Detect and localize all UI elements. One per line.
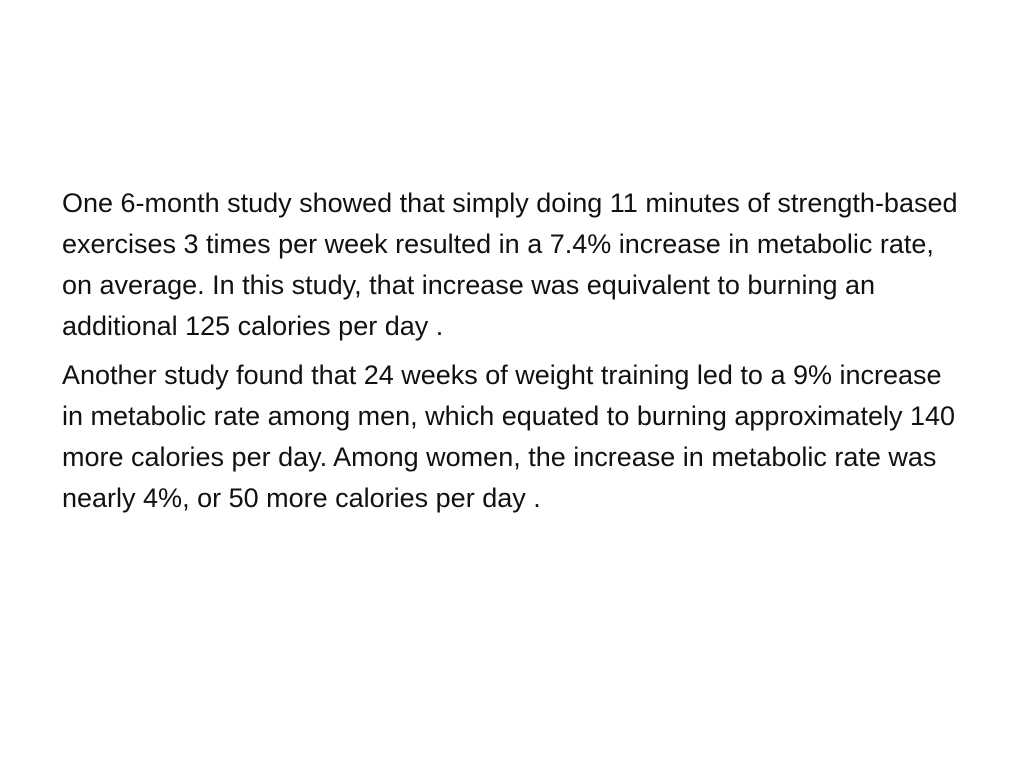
paragraph-study-two: Another study found that 24 weeks of wei… (62, 360, 956, 513)
slide-body: One 6-month study showed that simply doi… (62, 183, 962, 527)
paragraph-study-one: One 6-month study showed that simply doi… (62, 188, 958, 341)
